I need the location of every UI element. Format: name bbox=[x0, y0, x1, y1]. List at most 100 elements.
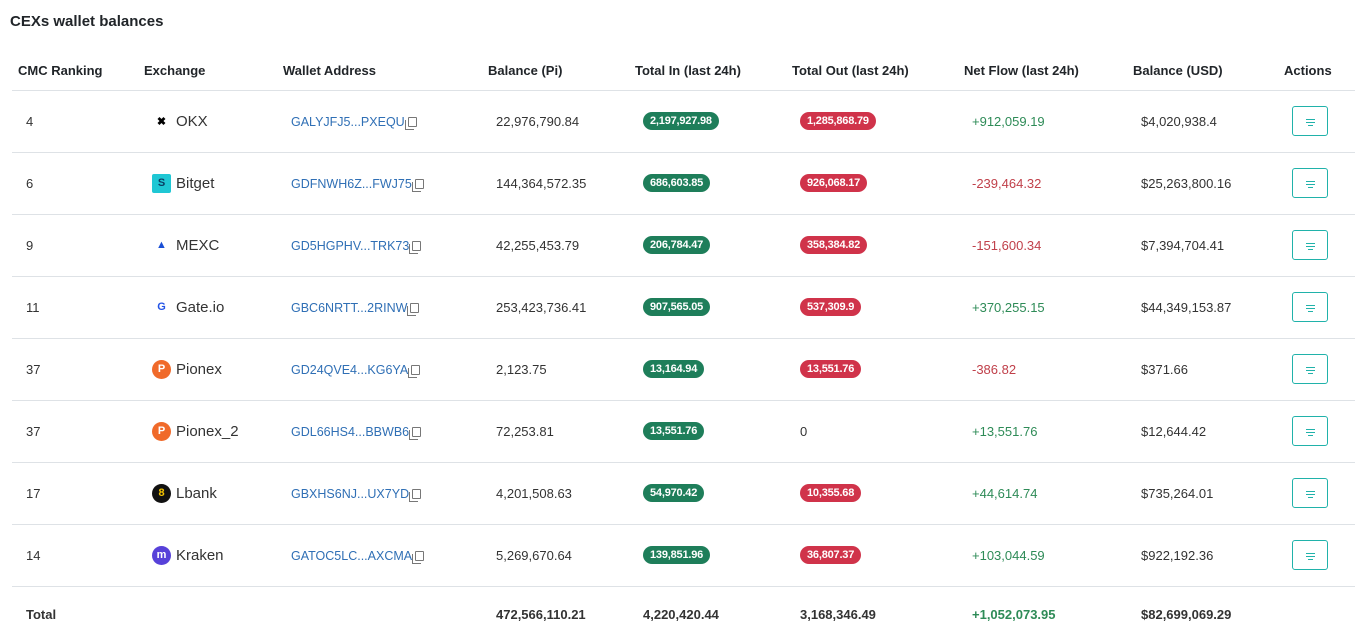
filter-action-button[interactable] bbox=[1292, 292, 1328, 322]
total-in-badge: 907,565.05 bbox=[643, 298, 711, 316]
wallet-address-link[interactable]: GDFNWH6Z...FWJ75 bbox=[291, 176, 424, 192]
total-out-badge: 10,355.68 bbox=[800, 484, 862, 502]
balance-pi: 2,123.75 bbox=[482, 338, 629, 401]
table-row: 17 8 Lbank GBXHS6NJ...UX7YD 4,201,508.63 … bbox=[12, 462, 1355, 525]
table-row: 37 P Pionex GD24QVE4...KG6YA 2,123.75 13,… bbox=[12, 338, 1355, 401]
copy-icon[interactable] bbox=[409, 488, 422, 502]
gateio-logo-icon: G bbox=[152, 297, 171, 317]
net-flow: -239,464.32 bbox=[958, 152, 1127, 215]
header-net-flow: Net Flow (last 24h) bbox=[958, 52, 1127, 91]
copy-icon[interactable] bbox=[412, 550, 425, 564]
header-balance-pi: Balance (Pi) bbox=[482, 52, 629, 91]
filter-action-button[interactable] bbox=[1292, 416, 1328, 446]
total-out-badge: 926,068.17 bbox=[800, 174, 868, 192]
exchange-name: Bitget bbox=[176, 174, 215, 192]
exchange-name: MEXC bbox=[176, 236, 220, 254]
wallet-address-text: GBC6NRTT...2RINW bbox=[291, 300, 408, 315]
balance-pi: 72,253.81 bbox=[482, 400, 629, 463]
total-out-badge: 358,384.82 bbox=[800, 236, 868, 254]
copy-icon[interactable] bbox=[411, 178, 424, 192]
copy-icon[interactable] bbox=[407, 302, 420, 316]
header-cmc-ranking: CMC Ranking bbox=[12, 52, 138, 91]
total-in-badge: 54,970.42 bbox=[643, 484, 705, 502]
total-balance-usd: $82,699,069.29 bbox=[1141, 606, 1232, 622]
wallet-address-link[interactable]: GATOC5LC...AXCMA bbox=[291, 548, 425, 564]
cmc-rank: 14 bbox=[12, 524, 138, 587]
mexc-logo-icon: ▲ bbox=[152, 235, 171, 255]
header-balance-usd: Balance (USD) bbox=[1127, 52, 1278, 91]
wallet-address-link[interactable]: GD5HGPHV...TRK73 bbox=[291, 238, 422, 254]
exchange-name: Lbank bbox=[176, 484, 217, 502]
filter-action-button[interactable] bbox=[1292, 540, 1328, 570]
copy-icon[interactable] bbox=[404, 116, 417, 130]
cmc-rank: 11 bbox=[12, 276, 138, 339]
header-total-in: Total In (last 24h) bbox=[629, 52, 786, 91]
total-in-badge: 2,197,927.98 bbox=[643, 112, 719, 130]
filter-action-button[interactable] bbox=[1292, 478, 1328, 508]
total-label: Total bbox=[26, 606, 57, 622]
total-in-badge: 686,603.85 bbox=[643, 174, 711, 192]
table-row: 37 P Pionex_2 GDL66HS4...BBWB6 72,253.81 … bbox=[12, 400, 1355, 463]
balance-pi: 5,269,670.64 bbox=[482, 524, 629, 587]
wallet-address-text: GALYJFJ5...PXEQU bbox=[291, 114, 405, 129]
total-in-badge: 139,851.96 bbox=[643, 546, 711, 564]
filter-icon bbox=[1305, 243, 1315, 250]
total-out-value: 0 bbox=[800, 423, 808, 439]
filter-icon bbox=[1305, 429, 1315, 436]
copy-icon[interactable] bbox=[408, 364, 421, 378]
filter-icon bbox=[1305, 181, 1315, 188]
total-out: 3,168,346.49 bbox=[800, 606, 876, 622]
balance-usd: $25,263,800.16 bbox=[1127, 152, 1278, 215]
cmc-rank: 9 bbox=[12, 214, 138, 277]
total-in-badge: 13,164.94 bbox=[643, 360, 705, 378]
total-in-badge: 13,551.76 bbox=[643, 422, 705, 440]
copy-icon[interactable] bbox=[409, 426, 422, 440]
net-flow: +44,614.74 bbox=[958, 462, 1127, 525]
table-row: 6 S Bitget GDFNWH6Z...FWJ75 144,364,572.3… bbox=[12, 152, 1355, 215]
page-title: CEXs wallet balances bbox=[10, 13, 164, 30]
filter-action-button[interactable] bbox=[1292, 230, 1328, 260]
wallet-address-text: GDFNWH6Z...FWJ75 bbox=[291, 176, 412, 191]
balance-usd: $4,020,938.4 bbox=[1127, 90, 1278, 153]
balance-usd: $7,394,704.41 bbox=[1127, 214, 1278, 277]
net-flow: +13,551.76 bbox=[958, 400, 1127, 463]
net-flow: +103,044.59 bbox=[958, 524, 1127, 587]
filter-icon bbox=[1305, 491, 1315, 498]
wallet-address-link[interactable]: GD24QVE4...KG6YA bbox=[291, 363, 421, 378]
wallet-address-text: GATOC5LC...AXCMA bbox=[291, 548, 413, 563]
filter-action-button[interactable] bbox=[1292, 106, 1328, 136]
exchange-name: Kraken bbox=[176, 546, 224, 564]
total-out-badge: 13,551.76 bbox=[800, 360, 862, 378]
total-in-badge: 206,784.47 bbox=[643, 236, 711, 254]
filter-icon bbox=[1305, 119, 1315, 126]
total-out-badge: 537,309.9 bbox=[800, 298, 862, 316]
filter-icon bbox=[1305, 305, 1315, 312]
total-net-flow: +1,052,073.95 bbox=[972, 606, 1056, 622]
pionex-logo-icon: P bbox=[152, 421, 171, 441]
exchange-name: Pionex_2 bbox=[176, 422, 239, 440]
wallet-address-text: GDL66HS4...BBWB6 bbox=[291, 424, 410, 439]
total-in: 4,220,420.44 bbox=[643, 606, 719, 622]
wallet-address-link[interactable]: GALYJFJ5...PXEQU bbox=[291, 114, 417, 130]
wallet-address-link[interactable]: GBC6NRTT...2RINW bbox=[291, 300, 420, 316]
balance-usd: $44,349,153.87 bbox=[1127, 276, 1278, 339]
balance-usd: $922,192.36 bbox=[1127, 524, 1278, 587]
copy-icon[interactable] bbox=[409, 240, 422, 254]
wallet-address-text: GD5HGPHV...TRK73 bbox=[291, 238, 410, 253]
cmc-rank: 4 bbox=[12, 90, 138, 153]
total-row: Total 472,566,110.21 4,220,420.44 3,168,… bbox=[12, 586, 1355, 642]
balance-pi: 22,976,790.84 bbox=[482, 90, 629, 153]
kraken-logo-icon: m bbox=[152, 545, 171, 565]
filter-action-button[interactable] bbox=[1292, 168, 1328, 198]
balance-usd: $371.66 bbox=[1127, 338, 1278, 401]
balance-pi: 4,201,508.63 bbox=[482, 462, 629, 525]
filter-action-button[interactable] bbox=[1292, 354, 1328, 384]
balance-pi: 42,255,453.79 bbox=[482, 214, 629, 277]
total-out-badge: 36,807.37 bbox=[800, 546, 862, 564]
header-wallet-address: Wallet Address bbox=[277, 52, 482, 91]
cmc-rank: 6 bbox=[12, 152, 138, 215]
wallet-address-link[interactable]: GBXHS6NJ...UX7YD bbox=[291, 487, 422, 502]
table-row: 14 m Kraken GATOC5LC...AXCMA 5,269,670.64… bbox=[12, 524, 1355, 587]
wallet-address-link[interactable]: GDL66HS4...BBWB6 bbox=[291, 424, 422, 440]
balance-usd: $735,264.01 bbox=[1127, 462, 1278, 525]
